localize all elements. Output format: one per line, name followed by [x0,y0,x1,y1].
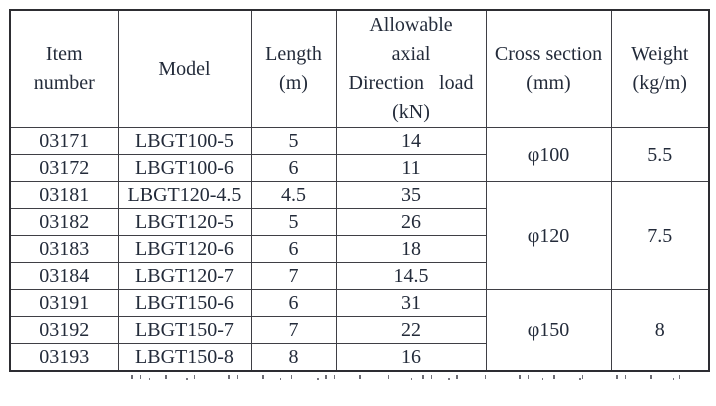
cell-weight: 5.5 [610,127,710,182]
cell-length: 4.5 [250,181,337,209]
cell-item-number: 03192 [9,316,119,344]
header-axial-load: Allowable axial Direction load (kN) [335,9,487,128]
cell-load: 11 [335,154,487,182]
header-item-number: Item number [9,9,119,128]
cell-item-number: 03171 [9,127,119,155]
cell-model: LBGT150-8 [117,343,252,372]
cell-model: LBGT120-7 [117,262,252,290]
spec-table: Item number Model Length (m) Allowable a… [9,9,710,372]
cell-weight: 7.5 [610,181,710,290]
cell-length: 6 [250,235,337,263]
cell-load: 31 [335,289,487,317]
cell-load: 14.5 [335,262,487,290]
table-row: 03191 LBGT150-6 6 31 φ150 8 [9,289,710,372]
header-length: Length (m) [250,9,337,128]
cell-load: 14 [335,127,487,155]
cell-length: 7 [250,316,337,344]
cell-load: 16 [335,343,487,372]
cell-item-number: 03183 [9,235,119,263]
cell-load: 18 [335,235,487,263]
cell-item-number: 03191 [9,289,119,317]
cell-model: LBGT100-5 [117,127,252,155]
cell-item-number: 03184 [9,262,119,290]
cell-length: 6 [250,289,337,317]
cell-model: LBGT150-6 [117,289,252,317]
cell-cross-section: φ120 [485,181,612,290]
cell-length: 7 [250,262,337,290]
table-row: 03192 LBGT150-7 7 22 [9,316,709,344]
header-model: Model [117,9,252,128]
cell-length: 8 [250,343,337,372]
cell-cross-section: φ150 [485,289,612,372]
cell-load: 26 [335,208,487,236]
cell-item-number: 03193 [9,343,119,372]
cell-load: 35 [335,181,487,209]
table-row: 03171 LBGT100-5 5 14 φ100 5.5 [9,127,710,182]
cell-length: 6 [250,154,337,182]
cell-weight: 8 [610,289,710,372]
cell-length: 5 [250,127,337,155]
table-row: 03182 LBGT120-5 5 26 [9,208,709,236]
cell-model: LBGT100-6 [117,154,252,182]
header-weight: Weight (kg/m) [610,9,710,128]
cell-cross-section: φ100 [485,127,612,182]
table-row: 03183 LBGT120-6 6 18 [9,235,709,263]
cell-item-number: 03182 [9,208,119,236]
table-row: 03193 LBGT150-8 8 16 [9,343,709,372]
cell-load: 22 [335,316,487,344]
clipped-caption-remnant [131,375,697,381]
cell-model: LBGT120-4.5 [117,181,252,209]
cell-model: LBGT150-7 [117,316,252,344]
header-cross-section: Cross section (mm) [485,9,612,128]
cell-length: 5 [250,208,337,236]
header-row: Item number Model Length (m) Allowable a… [9,9,710,128]
cell-item-number: 03172 [9,154,119,182]
cell-model: LBGT120-6 [117,235,252,263]
table-row: 03181 LBGT120-4.5 4.5 35 φ120 7.5 [9,181,710,290]
cell-item-number: 03181 [9,181,119,209]
table-row: 03184 LBGT120-7 7 14.5 [9,262,709,290]
cell-model: LBGT120-5 [117,208,252,236]
page: Item number Model Length (m) Allowable a… [9,9,710,381]
